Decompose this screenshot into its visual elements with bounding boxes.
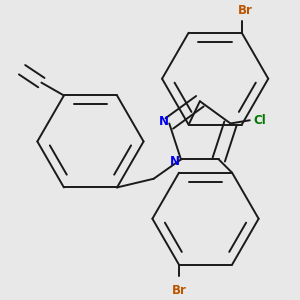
Text: Br: Br: [238, 4, 252, 16]
Text: Br: Br: [172, 284, 186, 297]
Text: N: N: [159, 116, 169, 128]
Text: N: N: [169, 154, 179, 168]
Text: Cl: Cl: [253, 114, 266, 127]
